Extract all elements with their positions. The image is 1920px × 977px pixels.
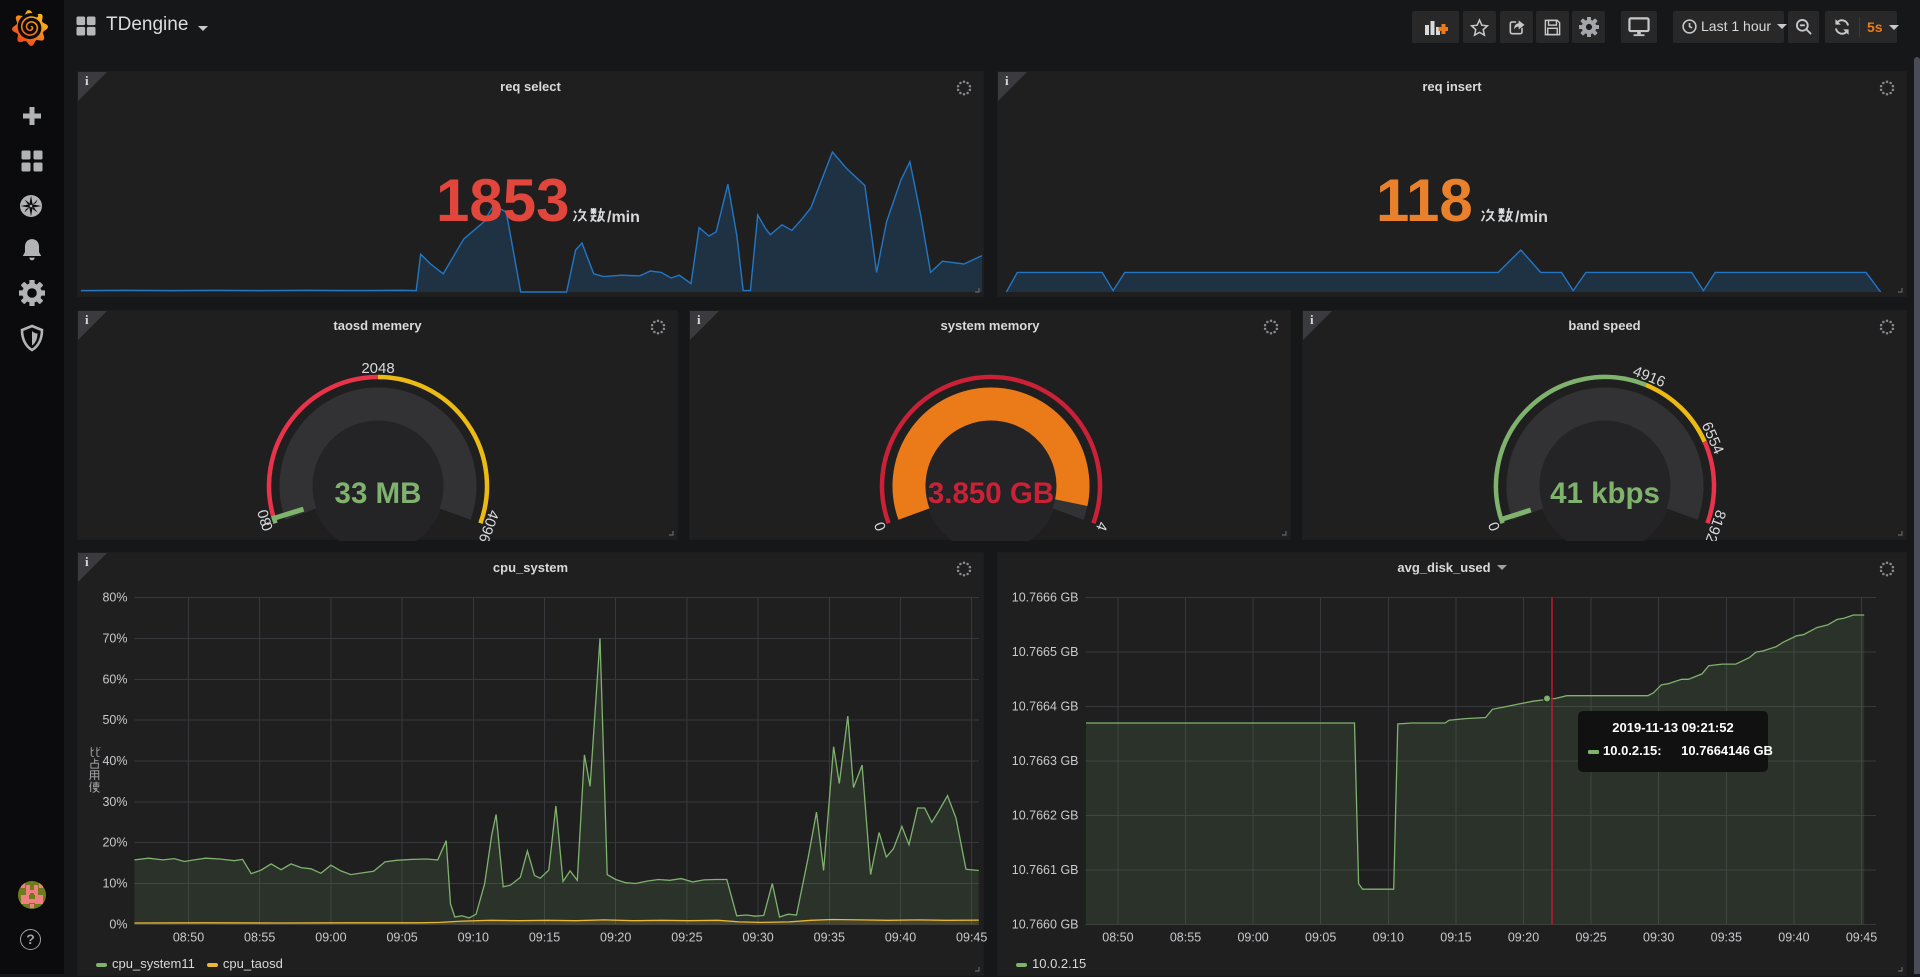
svg-text:70%: 70% bbox=[102, 631, 127, 645]
svg-text:09:25: 09:25 bbox=[671, 930, 702, 944]
svg-text:09:40: 09:40 bbox=[1778, 931, 1809, 945]
svg-text:10.7660 GB: 10.7660 GB bbox=[1012, 918, 1079, 932]
svg-text:40%: 40% bbox=[102, 754, 127, 768]
svg-text:4: 4 bbox=[1092, 519, 1111, 533]
svg-text:30%: 30% bbox=[102, 795, 127, 809]
svg-text:09:30: 09:30 bbox=[1643, 931, 1674, 945]
svg-text:20%: 20% bbox=[102, 836, 127, 850]
svg-text:10.7663 GB: 10.7663 GB bbox=[1012, 754, 1079, 768]
svg-text:80%: 80% bbox=[102, 591, 127, 605]
svg-text:09:45: 09:45 bbox=[956, 930, 987, 944]
svg-text:10%: 10% bbox=[102, 877, 127, 891]
svg-text:10.7665 GB: 10.7665 GB bbox=[1012, 645, 1079, 659]
svg-text:3.850 GB: 3.850 GB bbox=[928, 477, 1054, 510]
svg-text:09:00: 09:00 bbox=[1237, 931, 1268, 945]
svg-text:09:20: 09:20 bbox=[1508, 931, 1539, 945]
svg-text:0: 0 bbox=[871, 519, 890, 533]
svg-text:2048: 2048 bbox=[361, 360, 394, 377]
svg-text:09:45: 09:45 bbox=[1846, 931, 1877, 945]
svg-text:09:35: 09:35 bbox=[1711, 931, 1742, 945]
svg-text:4096: 4096 bbox=[475, 508, 502, 541]
svg-text:09:25: 09:25 bbox=[1575, 931, 1606, 945]
svg-text:09:05: 09:05 bbox=[386, 930, 417, 944]
svg-text:09:05: 09:05 bbox=[1305, 931, 1336, 945]
svg-text:09:15: 09:15 bbox=[1440, 931, 1471, 945]
svg-text:08:55: 08:55 bbox=[244, 930, 275, 944]
svg-text:60%: 60% bbox=[102, 672, 127, 686]
svg-text:09:40: 09:40 bbox=[885, 930, 916, 944]
svg-text:0: 0 bbox=[1485, 519, 1504, 533]
svg-text:10.7664 GB: 10.7664 GB bbox=[1012, 700, 1079, 714]
svg-text:08:50: 08:50 bbox=[173, 930, 204, 944]
svg-text:09:15: 09:15 bbox=[529, 930, 560, 944]
svg-text:08:50: 08:50 bbox=[1102, 931, 1133, 945]
svg-text:10.7666 GB: 10.7666 GB bbox=[1012, 591, 1079, 605]
svg-text:09:30: 09:30 bbox=[742, 930, 773, 944]
svg-text:09:10: 09:10 bbox=[458, 930, 489, 944]
svg-text:33 MB: 33 MB bbox=[335, 477, 422, 510]
svg-text:10.7661 GB: 10.7661 GB bbox=[1012, 863, 1079, 877]
svg-text:09:20: 09:20 bbox=[600, 930, 631, 944]
svg-text:09:10: 09:10 bbox=[1373, 931, 1404, 945]
svg-text:50%: 50% bbox=[102, 713, 127, 727]
svg-text:8192: 8192 bbox=[1702, 508, 1729, 541]
svg-text:10.7662 GB: 10.7662 GB bbox=[1012, 809, 1079, 823]
svg-text:08:55: 08:55 bbox=[1170, 931, 1201, 945]
svg-text:09:00: 09:00 bbox=[315, 930, 346, 944]
svg-text:41 kbps: 41 kbps bbox=[1550, 477, 1660, 510]
svg-text:0%: 0% bbox=[109, 917, 127, 931]
svg-text:09:35: 09:35 bbox=[814, 930, 845, 944]
svg-text:80: 80 bbox=[254, 508, 275, 529]
